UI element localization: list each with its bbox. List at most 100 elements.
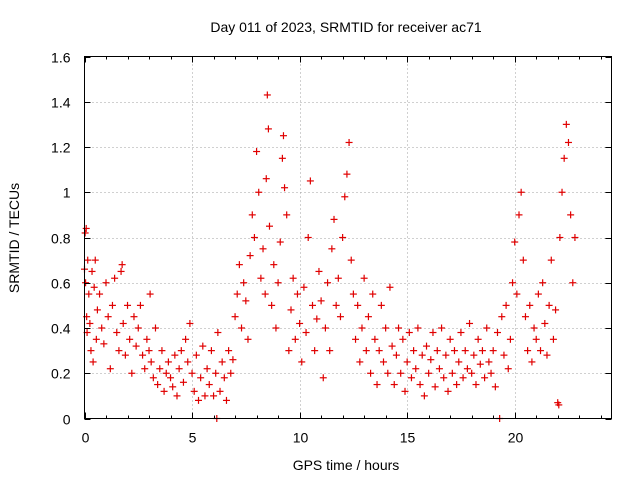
axis-ticks: [84, 56, 612, 420]
data-point: [382, 324, 390, 332]
data-point: [472, 381, 480, 389]
data-point: [175, 365, 183, 373]
data-point: [474, 335, 482, 343]
y-axis-title: SRMTID / TECUs: [6, 183, 22, 293]
data-point: [281, 184, 289, 192]
data-point: [121, 351, 129, 359]
y-tick-label: 1.2: [51, 140, 71, 156]
data-point: [164, 358, 172, 366]
data-point: [259, 245, 267, 253]
data-point: [98, 324, 106, 332]
data-point: [341, 193, 349, 201]
data-point: [483, 324, 491, 332]
data-point: [184, 358, 192, 366]
data-point: [459, 374, 467, 382]
data-point: [261, 290, 269, 298]
data-point: [229, 356, 237, 364]
y-tick-label: 0: [63, 412, 71, 428]
data-point: [233, 290, 241, 298]
data-point: [146, 290, 154, 298]
data-point: [438, 324, 446, 332]
data-point: [526, 301, 534, 309]
data-point: [298, 358, 306, 366]
data-point: [106, 365, 114, 373]
data-point: [210, 392, 218, 400]
data-point: [119, 319, 127, 327]
data-point: [90, 283, 98, 291]
data-point: [500, 351, 508, 359]
data-point: [235, 261, 243, 269]
data-point: [326, 347, 334, 355]
data-point: [364, 313, 372, 321]
x-tick-label: 15: [400, 430, 416, 446]
data-point: [356, 358, 364, 366]
data-point: [145, 347, 153, 355]
data-point: [143, 335, 151, 343]
data-point: [246, 252, 254, 260]
data-point: [470, 351, 478, 359]
data-point: [373, 381, 381, 389]
data-point: [506, 335, 514, 343]
data-point: [274, 279, 282, 287]
data-point: [156, 365, 164, 373]
data-point: [255, 188, 263, 196]
data-point: [564, 138, 572, 146]
data-point: [552, 306, 560, 314]
data-point: [487, 369, 495, 377]
data-point: [530, 324, 538, 332]
data-point: [571, 234, 579, 241]
data-point: [347, 256, 355, 264]
data-point: [339, 234, 347, 241]
data-point: [435, 365, 443, 373]
data-point: [220, 374, 228, 382]
data-points: [81, 91, 579, 422]
data-point: [332, 301, 340, 309]
data-point: [89, 358, 97, 366]
data-point: [227, 369, 235, 377]
data-point: [423, 342, 431, 350]
data-point: [349, 290, 357, 298]
data-point: [498, 313, 506, 321]
data-point: [418, 351, 426, 359]
data-point: [336, 313, 344, 321]
data-point: [287, 306, 295, 314]
data-point: [257, 274, 265, 282]
data-point: [532, 335, 540, 343]
data-point: [272, 324, 280, 332]
data-point: [222, 396, 230, 404]
data-point: [296, 319, 304, 327]
data-point: [556, 234, 564, 241]
data-point: [87, 347, 95, 355]
data-point: [238, 324, 246, 332]
data-point: [403, 358, 411, 366]
data-point: [407, 374, 415, 382]
data-point: [173, 392, 181, 400]
data-point: [377, 301, 385, 309]
data-point: [399, 335, 407, 343]
data-point: [218, 358, 226, 366]
data-point: [214, 329, 222, 337]
data-point: [453, 381, 461, 389]
data-point: [81, 229, 89, 237]
data-point: [371, 335, 379, 343]
data-point: [390, 381, 398, 389]
data-point: [169, 383, 177, 391]
data-point: [85, 290, 93, 298]
data-point: [513, 290, 521, 298]
data-point: [242, 297, 250, 305]
data-point: [315, 267, 323, 275]
data-point: [567, 211, 575, 219]
y-tick-label: 0.2: [51, 366, 71, 382]
data-point: [330, 215, 338, 223]
data-point: [502, 301, 510, 309]
data-point: [179, 378, 187, 386]
data-point: [450, 347, 458, 355]
data-point: [555, 401, 563, 409]
data-point: [91, 256, 99, 264]
data-point: [309, 301, 317, 309]
data-point: [515, 211, 523, 219]
data-point: [113, 329, 121, 337]
data-point: [461, 347, 469, 355]
data-point: [352, 335, 360, 343]
plot-frame: [84, 56, 612, 419]
